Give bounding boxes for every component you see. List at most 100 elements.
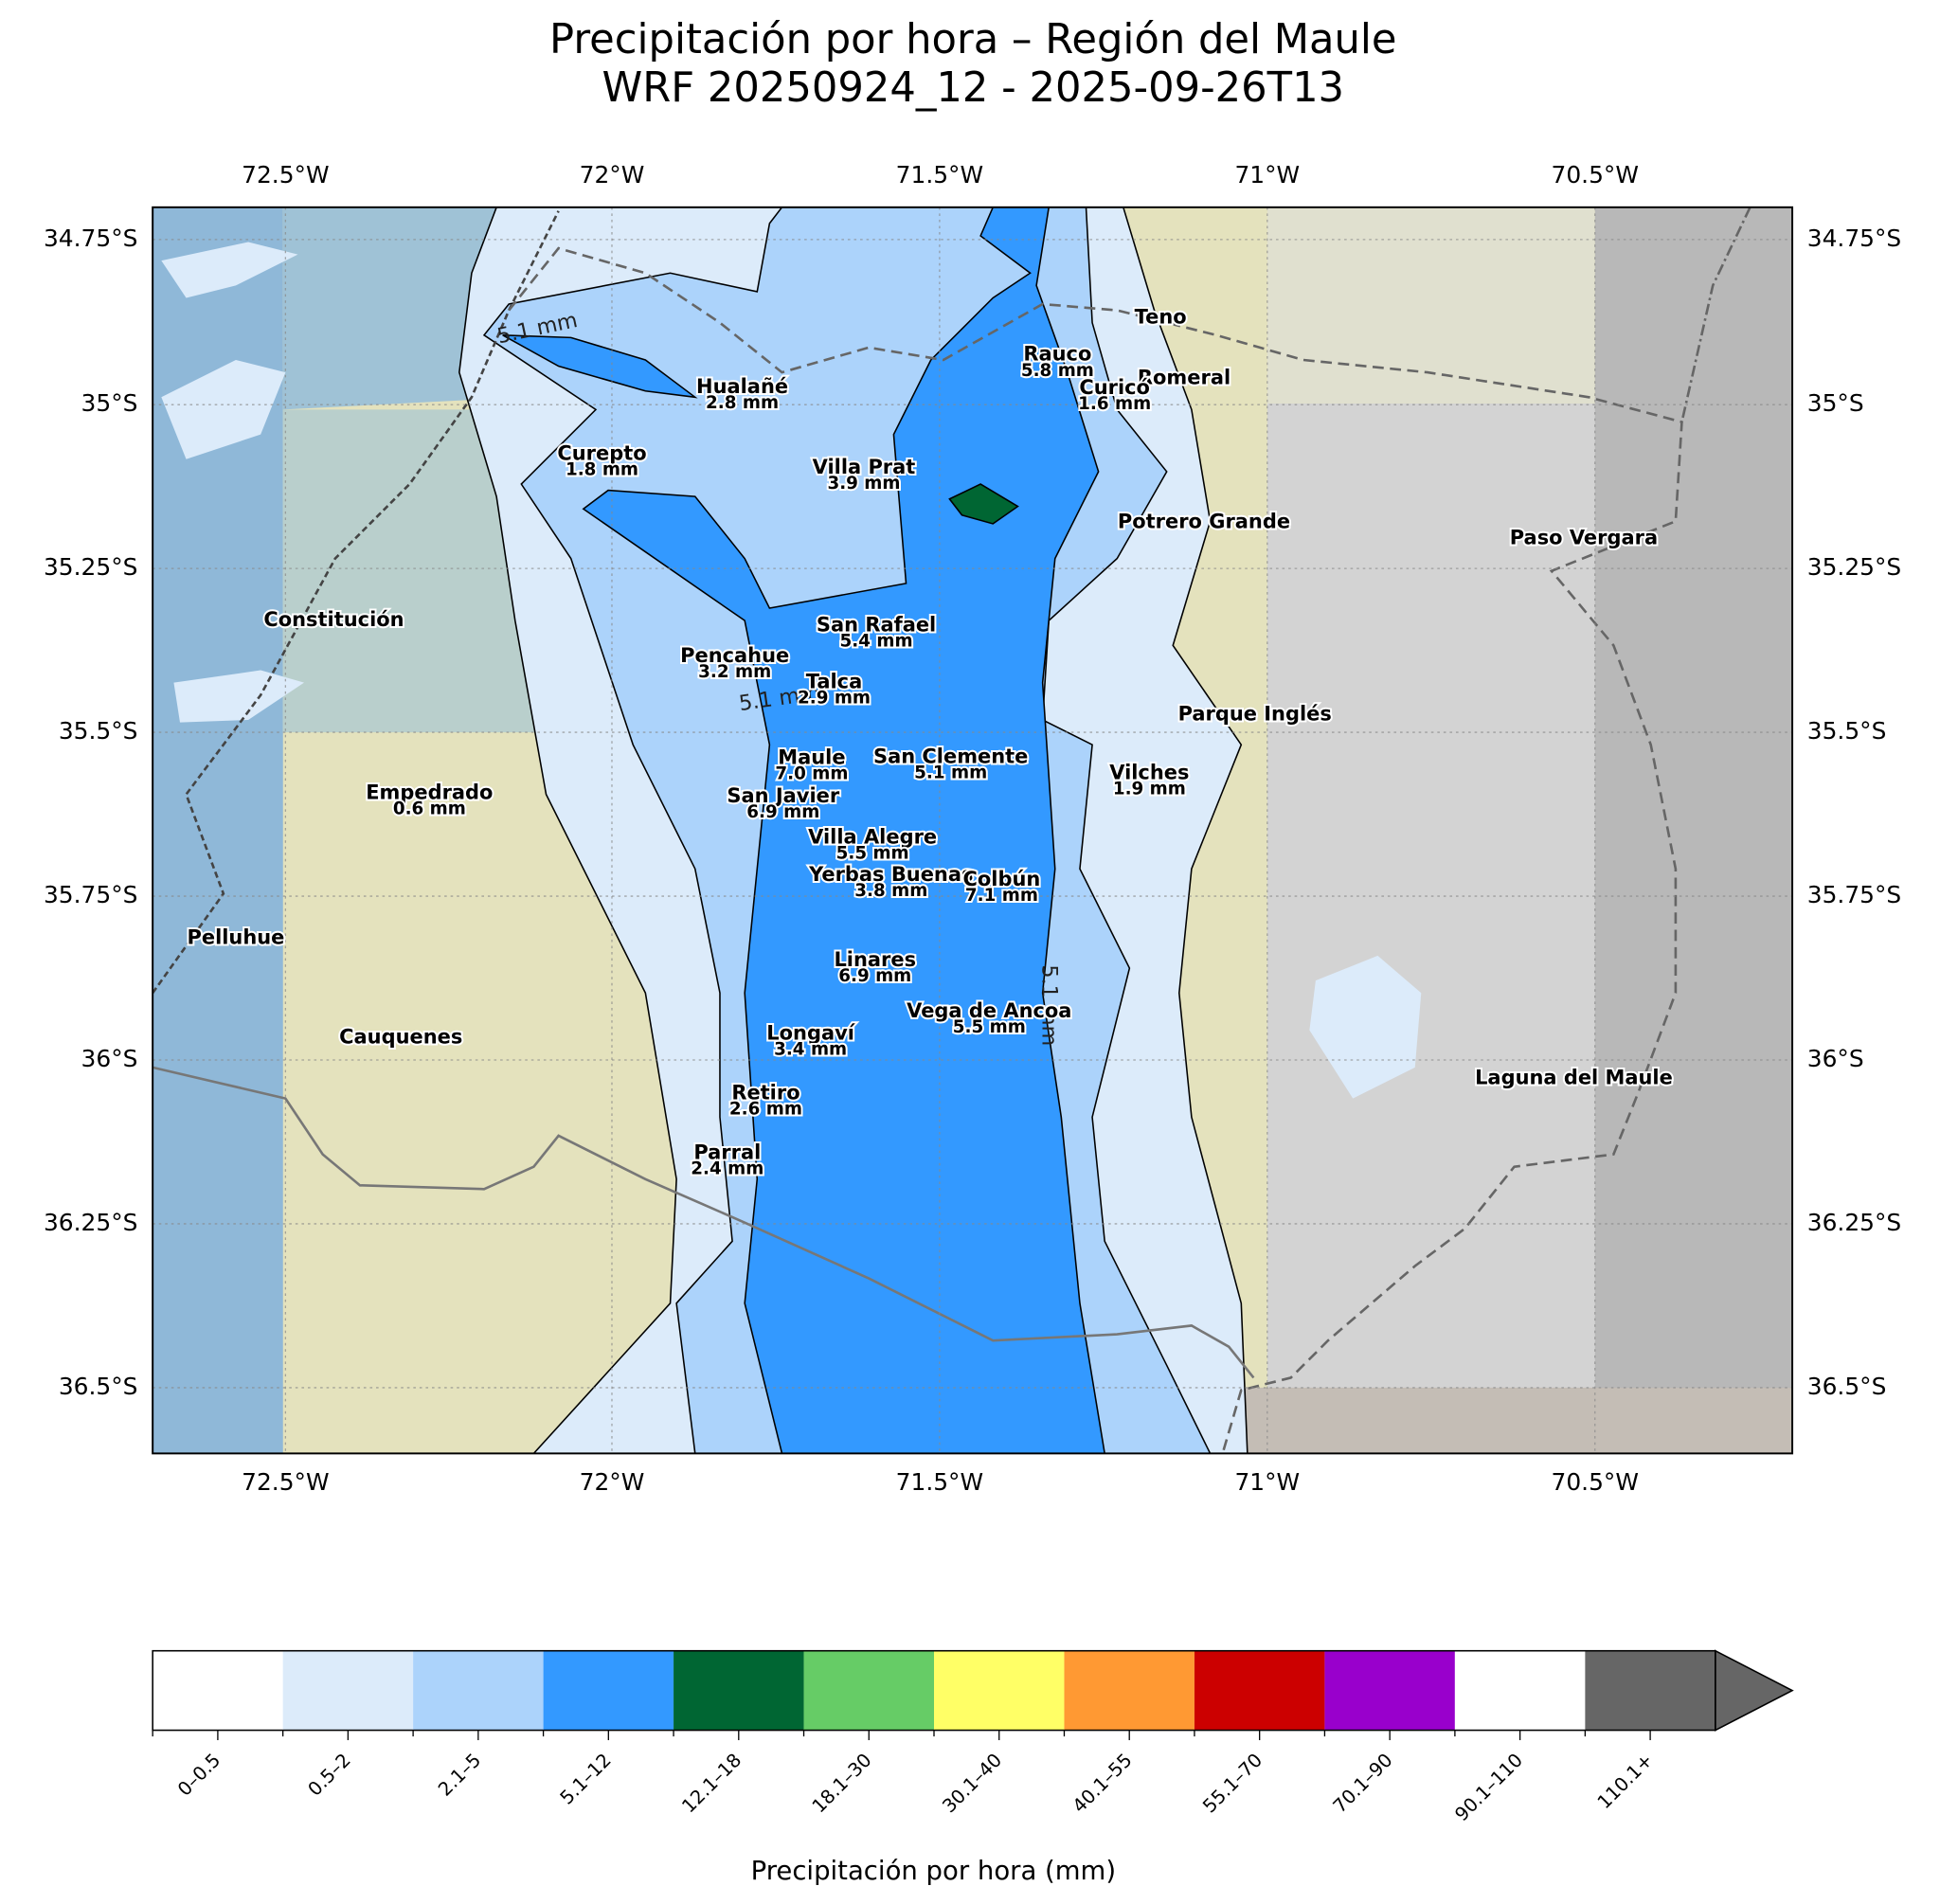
place-value: 1.9 mm [1113, 779, 1186, 799]
place-name: Paso Vergara [1510, 527, 1658, 549]
colorbar-tick-label: 5.1–12 [556, 1750, 616, 1809]
lon-tick-label: 72°W [580, 1468, 645, 1496]
lat-tick-label: 35°S [1807, 389, 1864, 417]
contour-label: 5.1 mm [1037, 964, 1062, 1046]
place-value: 5.5 mm [953, 1017, 1026, 1037]
colorbar-swatch [153, 1650, 283, 1731]
place-value: 3.9 mm [827, 474, 900, 494]
border-line [1680, 207, 1751, 422]
lon-tick-label: 71.5°W [896, 1468, 983, 1496]
lon-tick-label: 72.5°W [242, 161, 329, 189]
colorbar-tick-label: 90.1–110 [1450, 1750, 1527, 1826]
lon-tick-label: 71°W [1234, 1468, 1300, 1496]
place-name: Vilches [1109, 761, 1189, 783]
lon-tick-label: 71.5°W [896, 161, 983, 189]
place-name: Curepto [557, 442, 646, 465]
colorbar-frame [152, 1649, 1716, 1732]
high-terrain [1594, 207, 1793, 1454]
place-name: Potrero Grande [1118, 511, 1290, 533]
lon-tick-label: 72°W [580, 161, 645, 189]
place-value: 7.0 mm [775, 764, 848, 784]
colorbar-tick-label: 40.1–55 [1069, 1750, 1137, 1818]
place-name: Longaví [766, 1021, 855, 1044]
colorbar-swatch [1454, 1650, 1586, 1731]
lat-tick-label: 36.5°S [59, 1373, 138, 1400]
lon-tick-label: 70.5°W [1552, 161, 1639, 189]
title: Precipitación por hora – Región del Maul… [549, 16, 1396, 63]
place-name: Villa Alegre [808, 825, 937, 848]
colorbar-swatch [1585, 1650, 1715, 1731]
colorbar-swatch [413, 1650, 544, 1731]
lat-tick-label: 36.5°S [1807, 1373, 1887, 1400]
colorbar-tick-label: 12.1–18 [677, 1750, 745, 1818]
colorbar-label: Precipitación por hora (mm) [751, 1856, 1116, 1886]
precip-area [948, 483, 1019, 525]
place-name: Laguna del Maule [1475, 1067, 1673, 1089]
colorbar-tick-label: 70.1–90 [1329, 1750, 1397, 1818]
precip-area [173, 670, 305, 723]
place-name: Colbún [963, 868, 1041, 890]
subtitle: WRF 20250924_12 - 2025-09-26T13 [602, 64, 1344, 112]
place-name: Teno [1135, 305, 1187, 328]
lat-tick-label: 34.75°S [44, 225, 137, 252]
place-name: Maule [778, 746, 845, 769]
place-name: Linares [834, 948, 916, 971]
place-name: Villa Prat [813, 456, 916, 478]
place-value: 1.8 mm [566, 460, 638, 480]
place-value: 5.1 mm [914, 763, 987, 782]
colorbar-extend [1715, 1649, 1794, 1732]
place-value: 2.4 mm [691, 1159, 763, 1178]
colorbar-tick-label: 0–0.5 [173, 1750, 225, 1801]
colorbar-tick-label: 30.1–40 [938, 1750, 1006, 1818]
map-frame [152, 206, 1794, 1455]
colorbar-swatch [282, 1650, 414, 1731]
lat-tick-label: 36.25°S [1807, 1209, 1901, 1236]
region-border [153, 1066, 1255, 1379]
place-name: Parral [693, 1141, 761, 1163]
lon-tick-label: 70.5°W [1552, 1468, 1639, 1496]
place-name: Cauquenes [339, 1025, 462, 1048]
precip-area [502, 333, 698, 399]
place-value: 1.6 mm [1078, 394, 1151, 414]
place-name: San Clemente [873, 745, 1028, 767]
lat-tick-label: 35.5°S [59, 717, 138, 745]
lat-tick-label: 36°S [1807, 1045, 1864, 1072]
precip-area [1309, 955, 1422, 1099]
place-name: Empedrado [366, 781, 493, 803]
colorbar-tick-label: 18.1–30 [808, 1750, 876, 1818]
border-line [508, 246, 1683, 1454]
place-name: Vega de Ancoa [907, 999, 1071, 1022]
lon-tick-label: 72.5°W [242, 1468, 329, 1496]
lat-tick-label: 35.25°S [1807, 553, 1901, 581]
colorbar-swatch [934, 1650, 1065, 1731]
colorbar-swatch [803, 1650, 935, 1731]
colorbar-tick-label: 0.5–2 [304, 1750, 355, 1801]
lat-tick-label: 36°S [81, 1045, 138, 1072]
coastline [153, 210, 560, 995]
place-value: 5.4 mm [840, 631, 913, 651]
place-value: 3.2 mm [698, 662, 771, 682]
lat-tick-label: 35.75°S [1807, 881, 1901, 908]
colorbar-tick-label: 55.1–70 [1198, 1750, 1266, 1818]
lat-tick-label: 34.75°S [1807, 225, 1901, 252]
place-value: 3.8 mm [854, 881, 927, 901]
place-value: 5.8 mm [1021, 361, 1094, 381]
place-name: Rauco [1023, 343, 1091, 366]
lat-tick-label: 35.25°S [44, 553, 137, 581]
place-name: Pelluhue [188, 926, 285, 949]
place-name: San Javier [727, 784, 839, 807]
place-name: Pencahue [680, 644, 789, 667]
place-value: 0.6 mm [393, 799, 466, 818]
place-name: Hualañé [696, 375, 788, 398]
place-value: 6.9 mm [746, 802, 819, 822]
place-value: 3.4 mm [774, 1040, 847, 1060]
colorbar-swatch [543, 1650, 674, 1731]
precip-area [161, 359, 286, 459]
place-name: San Rafael [817, 613, 936, 636]
place-value: 2.8 mm [706, 393, 779, 413]
place-value: 2.9 mm [798, 689, 871, 709]
place-name: Parque Inglés [1178, 703, 1332, 726]
lat-tick-label: 35.5°S [1807, 717, 1887, 745]
place-value: 7.1 mm [965, 886, 1038, 906]
